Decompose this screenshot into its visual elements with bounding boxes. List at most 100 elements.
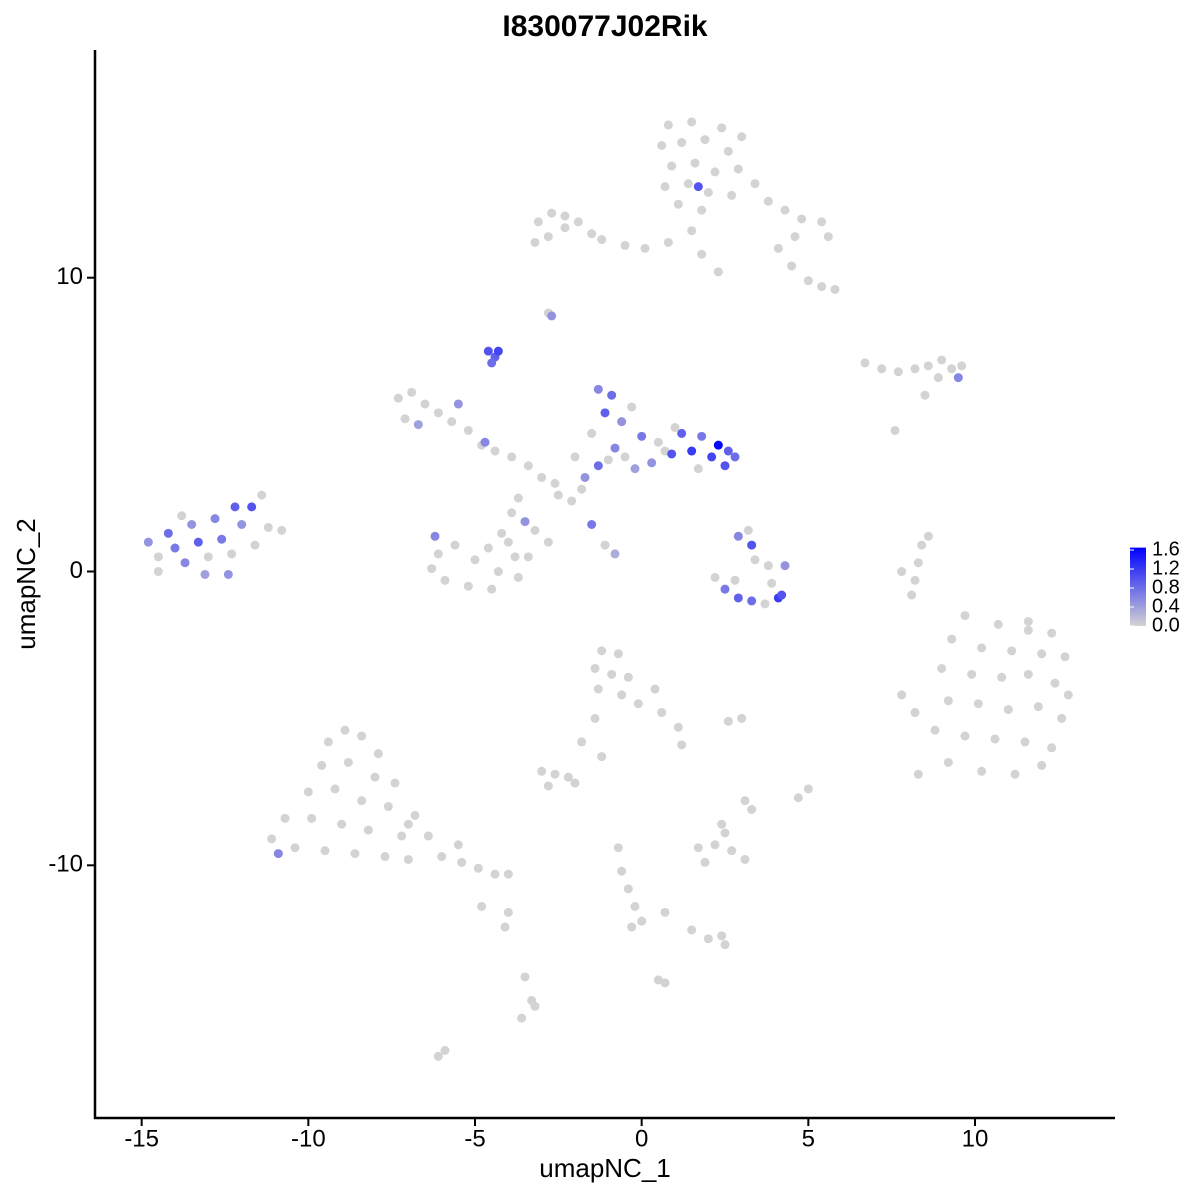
point [710, 840, 720, 850]
point [200, 569, 210, 579]
point [1037, 649, 1047, 659]
colorbar-tick-label: 1.6 [1152, 538, 1180, 560]
point [687, 925, 697, 935]
point [343, 757, 353, 767]
point [640, 243, 650, 253]
point [663, 120, 673, 130]
point [877, 364, 887, 374]
point [563, 772, 573, 782]
point [610, 443, 620, 453]
point [357, 731, 367, 741]
point [1063, 690, 1073, 700]
point [1023, 625, 1033, 635]
point [490, 446, 500, 456]
point [453, 840, 463, 850]
point [170, 543, 180, 553]
point [280, 813, 290, 823]
point [823, 232, 833, 242]
point [943, 696, 953, 706]
point [1060, 652, 1070, 662]
point [507, 508, 517, 518]
point [560, 223, 570, 233]
point [180, 558, 190, 568]
point [830, 284, 840, 294]
point [570, 452, 580, 462]
point [723, 146, 733, 156]
point [720, 828, 730, 838]
point [277, 525, 287, 535]
point [570, 778, 580, 788]
x-tick-label: -10 [291, 1125, 326, 1152]
point [977, 766, 987, 776]
point [317, 760, 327, 770]
point [937, 663, 947, 673]
point [483, 346, 493, 356]
point [340, 725, 350, 735]
point [920, 390, 930, 400]
point [947, 364, 957, 374]
point [693, 182, 703, 192]
point [717, 931, 727, 941]
point [543, 781, 553, 791]
point [793, 793, 803, 803]
point [1047, 628, 1057, 638]
point [247, 502, 257, 512]
point [660, 907, 670, 917]
point [860, 358, 870, 368]
point [760, 599, 770, 609]
point [923, 361, 933, 371]
point [710, 572, 720, 582]
point [1033, 702, 1043, 712]
point [587, 428, 597, 438]
point [337, 819, 347, 829]
point [910, 364, 920, 374]
point [733, 164, 743, 174]
colorbar [1130, 547, 1146, 626]
point [530, 525, 540, 535]
y-axis-label: umapNC_2 [11, 518, 41, 650]
point [433, 549, 443, 559]
point [447, 417, 457, 427]
point [350, 849, 360, 859]
point [597, 752, 607, 762]
point [763, 196, 773, 206]
point [717, 123, 727, 133]
point [1003, 705, 1013, 715]
point [677, 740, 687, 750]
point [737, 132, 747, 142]
point [943, 757, 953, 767]
point [717, 819, 727, 829]
point [503, 907, 513, 917]
point [577, 737, 587, 747]
point [750, 179, 760, 189]
point [203, 552, 213, 562]
point [723, 446, 733, 456]
point [597, 646, 607, 656]
point [520, 972, 530, 982]
point [723, 716, 733, 726]
point [623, 884, 633, 894]
point [993, 619, 1003, 629]
point [973, 699, 983, 709]
point [470, 555, 480, 565]
point [587, 520, 597, 530]
point [617, 866, 627, 876]
point [263, 522, 273, 532]
point [357, 796, 367, 806]
point [707, 452, 717, 462]
x-tick-label: -5 [464, 1125, 485, 1152]
point [187, 520, 197, 530]
point [430, 531, 440, 541]
point [497, 528, 507, 538]
point [493, 346, 503, 356]
point [1050, 678, 1060, 688]
point [463, 581, 473, 591]
point [967, 669, 977, 679]
point [453, 399, 463, 409]
point [1057, 713, 1067, 723]
point [803, 784, 813, 794]
point [803, 276, 813, 286]
point [693, 843, 703, 853]
point [630, 464, 640, 474]
point [463, 425, 473, 435]
